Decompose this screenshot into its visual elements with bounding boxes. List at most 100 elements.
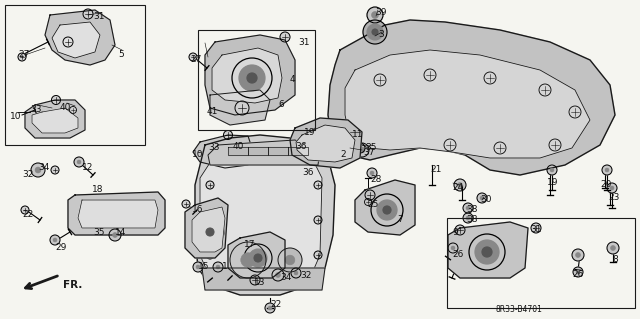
Circle shape <box>206 216 214 224</box>
Text: 17: 17 <box>244 240 255 249</box>
Circle shape <box>365 198 371 205</box>
Circle shape <box>223 130 232 139</box>
Polygon shape <box>296 125 355 162</box>
Text: 4: 4 <box>290 75 296 84</box>
Text: 33: 33 <box>208 143 220 152</box>
Polygon shape <box>25 100 85 138</box>
Circle shape <box>265 303 275 313</box>
Polygon shape <box>210 90 270 125</box>
Circle shape <box>280 32 290 42</box>
Polygon shape <box>193 135 252 168</box>
Circle shape <box>572 249 584 261</box>
Text: 27: 27 <box>190 55 202 64</box>
Circle shape <box>63 37 73 47</box>
Circle shape <box>610 186 614 190</box>
Text: 31: 31 <box>530 225 541 234</box>
Circle shape <box>383 206 391 214</box>
Circle shape <box>444 139 456 151</box>
Text: 41: 41 <box>207 107 218 116</box>
Polygon shape <box>200 147 322 285</box>
Text: 19: 19 <box>304 128 316 137</box>
Circle shape <box>193 262 203 272</box>
Circle shape <box>344 125 353 135</box>
Circle shape <box>314 181 322 189</box>
Polygon shape <box>290 118 362 168</box>
Polygon shape <box>328 20 615 175</box>
Circle shape <box>607 242 619 254</box>
Polygon shape <box>228 232 285 278</box>
Text: 20: 20 <box>600 180 611 189</box>
Circle shape <box>291 268 301 278</box>
Circle shape <box>51 166 59 174</box>
Circle shape <box>254 254 262 262</box>
Bar <box>5 5 145 145</box>
Circle shape <box>374 74 386 86</box>
Circle shape <box>372 29 378 35</box>
Text: 25: 25 <box>367 200 378 209</box>
Polygon shape <box>195 135 335 295</box>
Text: 23: 23 <box>608 193 620 202</box>
Circle shape <box>359 147 365 153</box>
Circle shape <box>355 143 365 153</box>
Circle shape <box>365 190 375 200</box>
Circle shape <box>201 223 219 241</box>
Text: 29: 29 <box>55 243 67 252</box>
Text: 21: 21 <box>430 165 442 174</box>
Text: 8: 8 <box>612 255 618 264</box>
Circle shape <box>235 143 245 153</box>
Circle shape <box>189 53 197 61</box>
Circle shape <box>547 165 557 175</box>
Circle shape <box>272 269 284 281</box>
Polygon shape <box>202 268 325 290</box>
Circle shape <box>355 143 369 157</box>
Circle shape <box>314 251 322 259</box>
Text: 34: 34 <box>38 163 49 172</box>
Circle shape <box>455 225 465 235</box>
Circle shape <box>206 251 214 259</box>
Circle shape <box>50 235 60 245</box>
Text: 33: 33 <box>30 105 42 114</box>
Circle shape <box>182 200 190 208</box>
Circle shape <box>454 179 466 191</box>
Text: 7: 7 <box>397 215 403 224</box>
Circle shape <box>531 223 541 233</box>
Polygon shape <box>228 147 248 155</box>
Text: 24: 24 <box>452 183 463 192</box>
Circle shape <box>83 9 93 19</box>
Text: 30: 30 <box>480 195 492 204</box>
Polygon shape <box>212 48 282 103</box>
Circle shape <box>569 106 581 118</box>
Text: 26: 26 <box>572 270 584 279</box>
Circle shape <box>249 249 267 267</box>
Polygon shape <box>288 147 308 155</box>
Circle shape <box>278 248 302 272</box>
Circle shape <box>109 229 121 241</box>
Bar <box>447 218 635 308</box>
Circle shape <box>575 253 580 257</box>
Text: 31: 31 <box>298 38 310 47</box>
Polygon shape <box>32 108 78 133</box>
Circle shape <box>371 11 378 19</box>
Circle shape <box>213 262 223 272</box>
Text: 13: 13 <box>254 278 266 287</box>
Circle shape <box>463 203 473 213</box>
Circle shape <box>377 200 397 220</box>
Circle shape <box>51 95 61 105</box>
Circle shape <box>458 182 463 188</box>
Text: 15: 15 <box>198 262 209 271</box>
Circle shape <box>480 196 484 200</box>
Circle shape <box>602 165 612 175</box>
Text: 40: 40 <box>233 142 244 151</box>
Circle shape <box>196 265 200 269</box>
Circle shape <box>482 247 492 257</box>
Circle shape <box>70 107 77 114</box>
Circle shape <box>451 246 455 250</box>
Circle shape <box>466 206 470 210</box>
Bar <box>198 30 315 130</box>
Circle shape <box>539 84 551 96</box>
Circle shape <box>275 272 280 278</box>
Circle shape <box>206 181 214 189</box>
Text: 22: 22 <box>270 300 281 309</box>
Text: 36: 36 <box>302 168 314 177</box>
Circle shape <box>549 139 561 151</box>
